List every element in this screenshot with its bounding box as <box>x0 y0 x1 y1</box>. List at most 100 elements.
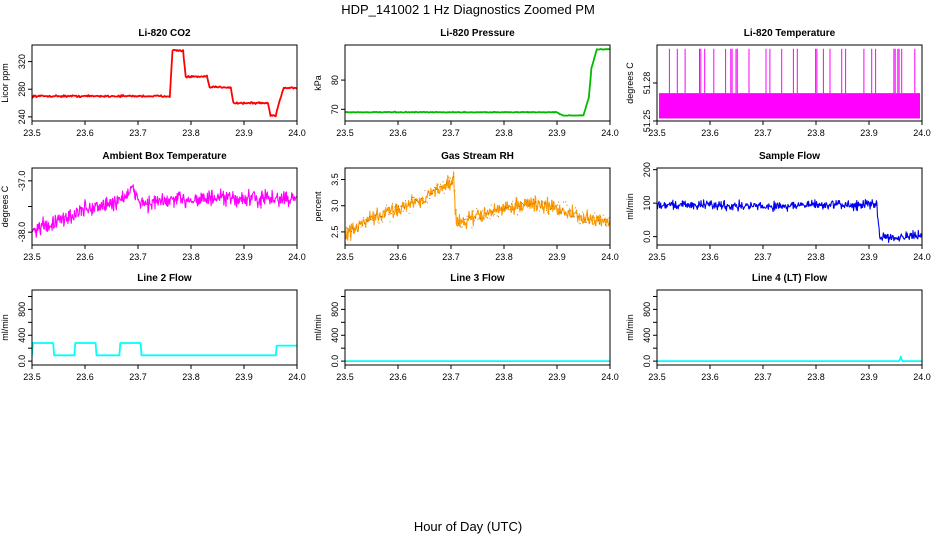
y-tick-label: 3.5 <box>330 173 340 186</box>
panel-ambient-box-temperature: Ambient Box Temperature degrees C 23.5 23.6… <box>0 151 306 262</box>
plot-frame <box>344 44 611 122</box>
series-line <box>32 184 297 238</box>
x-tick-label: 23.6 <box>389 128 407 138</box>
x-tick-label: 23.5 <box>336 372 354 382</box>
y-axis-label: ml/min <box>625 193 635 220</box>
x-tick-label: 23.5 <box>648 372 666 382</box>
plot-frame <box>656 289 923 366</box>
x-tick-label: 23.8 <box>182 372 200 382</box>
y-axis-label: ml/min <box>0 314 10 341</box>
x-tick-label: 23.8 <box>807 252 825 262</box>
x-tick-label: 23.9 <box>548 372 566 382</box>
y-tick-label: 400 <box>17 328 27 343</box>
y-axis-label: degrees C <box>625 62 635 104</box>
x-tick-label: 23.6 <box>76 252 94 262</box>
y-tick-label: -38.0 <box>17 222 27 243</box>
x-tick-label: 24.0 <box>913 372 931 382</box>
x-tick-label: 23.7 <box>129 372 147 382</box>
panel-li-820-co2: Li-820 CO2 Licor ppm 23.5 23.6 23.7 23.8 23.9 2… <box>0 28 306 138</box>
panel-sample-flow: Sample Flow ml/min 23.5 23.6 23.7 23.8 23.9 24.… <box>625 151 931 262</box>
x-tick-label: 23.6 <box>389 372 407 382</box>
x-tick-label: 23.8 <box>495 128 513 138</box>
x-tick-label: 23.9 <box>860 372 878 382</box>
panel-li-820-pressure: Li-820 Pressure kPa 23.5 23.6 23.7 23.8 23.9 24… <box>313 28 619 138</box>
x-tick-label: 23.5 <box>23 372 41 382</box>
y-tick-label: 0.0 <box>642 230 652 243</box>
plot-frame <box>31 289 298 366</box>
x-tick-label: 23.9 <box>860 252 878 262</box>
x-tick-label: 23.7 <box>754 252 772 262</box>
plot-frame <box>656 167 923 246</box>
panels: Li-820 CO2 Licor ppm 23.5 23.6 23.7 23.8 23.9 2… <box>0 28 931 382</box>
figure-xlabel: Hour of Day (UTC) <box>414 519 522 534</box>
series-sample-flow <box>657 199 922 243</box>
panel-line-3-flow: Line 3 Flow ml/min 23.5 23.6 23.7 23.8 23.9 24.… <box>313 273 619 382</box>
x-tick-label: 24.0 <box>601 128 619 138</box>
panel-title: Line 3 Flow <box>450 273 505 284</box>
plot-frame <box>31 44 298 122</box>
y-tick-label: 400 <box>330 328 340 343</box>
x-tick-label: 23.8 <box>807 372 825 382</box>
y-tick-label: 51.25 <box>642 110 652 133</box>
y-tick-label: 800 <box>642 302 652 317</box>
y-axis-label: ml/min <box>625 314 635 341</box>
plot-frame <box>344 289 611 366</box>
y-tick-label: 100 <box>642 196 652 211</box>
x-tick-label: 23.9 <box>235 372 253 382</box>
x-tick-label: 24.0 <box>601 372 619 382</box>
series-line <box>32 49 297 118</box>
panel-title: Li-820 Temperature <box>744 28 836 39</box>
y-axis-label: kPa <box>313 75 323 91</box>
x-tick-label: 23.7 <box>442 128 460 138</box>
y-tick-label: 0.0 <box>642 355 652 368</box>
y-axis-label: percent <box>313 191 323 222</box>
x-tick-label: 23.5 <box>336 128 354 138</box>
x-tick-label: 23.5 <box>648 128 666 138</box>
x-tick-label: 23.5 <box>23 252 41 262</box>
series-line <box>657 199 922 243</box>
panel-title: Line 4 (LT) Flow <box>752 273 828 284</box>
y-tick-label: 70 <box>330 104 340 114</box>
y-tick-label: 51.28 <box>642 72 652 95</box>
panel-gas-stream-rh: Gas Stream RH percent 23.5 23.6 23.7 23.8 23.9… <box>313 151 619 262</box>
x-tick-label: 23.8 <box>182 252 200 262</box>
series-ambient-box-temperature <box>32 184 297 238</box>
series-spikes <box>668 48 916 94</box>
y-axis-label: Licor ppm <box>0 63 10 103</box>
y-tick-label: 320 <box>17 54 27 69</box>
series-li-820-co2 <box>32 49 297 118</box>
panel-line-4-lt-flow: Line 4 (LT) Flow ml/min 23.5 23.6 23.7 23.8 23… <box>625 273 931 382</box>
panel-li-820-temperature: Li-820 Temperature degrees C 23.5 23.6 23.7 2… <box>625 28 931 138</box>
x-tick-label: 23.9 <box>860 128 878 138</box>
panel-title: Ambient Box Temperature <box>102 151 227 162</box>
y-tick-label: 80 <box>330 75 340 85</box>
x-tick-label: 23.7 <box>442 372 460 382</box>
y-tick-label: 0.0 <box>17 355 27 368</box>
series-line <box>345 48 610 117</box>
panel-title: Gas Stream RH <box>441 151 514 162</box>
panel-line-2-flow: Line 2 Flow ml/min 23.5 23.6 23.7 23.8 23.9 24.… <box>0 273 306 382</box>
x-tick-label: 23.5 <box>23 128 41 138</box>
series-li-820-temperature <box>659 48 920 119</box>
x-tick-label: 23.8 <box>182 128 200 138</box>
x-tick-label: 23.8 <box>495 372 513 382</box>
panel-title: Sample Flow <box>759 151 820 162</box>
x-tick-label: 24.0 <box>601 252 619 262</box>
x-tick-label: 23.7 <box>442 252 460 262</box>
series-line-2-flow <box>32 342 297 357</box>
x-tick-label: 23.9 <box>235 252 253 262</box>
x-tick-label: 23.9 <box>235 128 253 138</box>
series-line <box>32 342 297 357</box>
x-tick-label: 23.8 <box>807 128 825 138</box>
x-tick-label: 24.0 <box>288 372 306 382</box>
panel-title: Line 2 Flow <box>137 273 192 284</box>
y-tick-label: 240 <box>17 109 27 124</box>
x-tick-label: 23.5 <box>336 252 354 262</box>
y-tick-label: 800 <box>17 302 27 317</box>
y-tick-label: 800 <box>330 302 340 317</box>
plot-frame <box>344 167 611 246</box>
panel-title: Li-820 CO2 <box>138 28 191 39</box>
series-line-4-lt-flow <box>657 355 922 362</box>
x-tick-label: 23.7 <box>754 128 772 138</box>
